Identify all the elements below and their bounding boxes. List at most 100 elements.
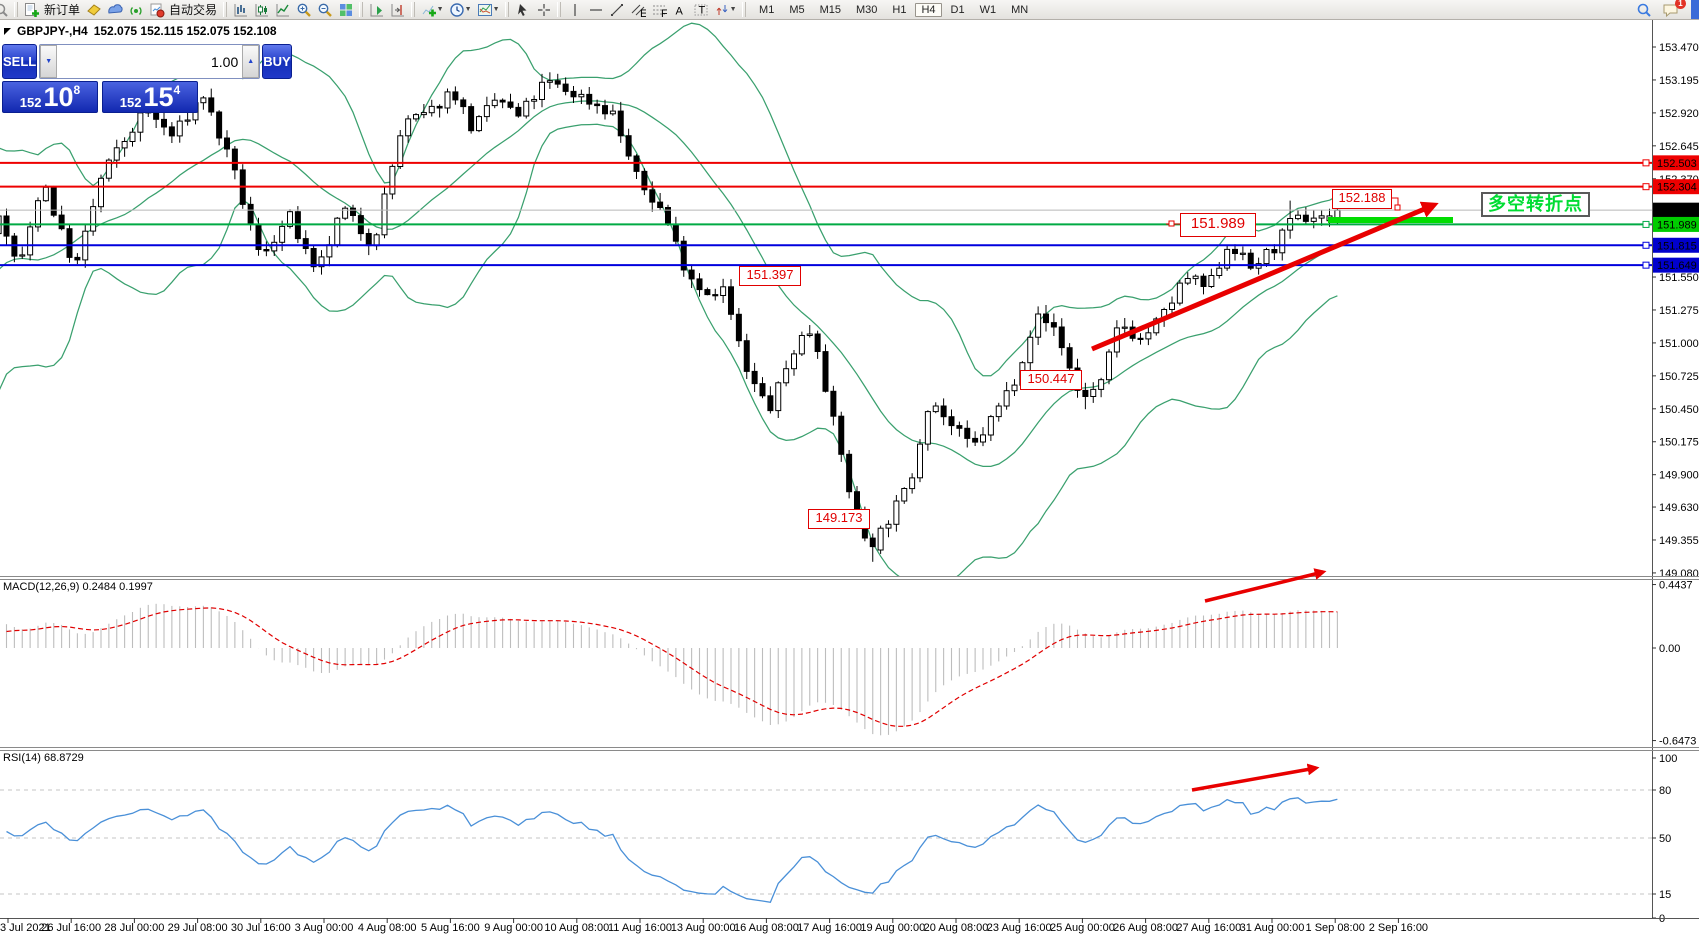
timeframe-mn[interactable]: MN	[1011, 3, 1029, 16]
timeframe-m5[interactable]: M5	[789, 3, 805, 16]
signals-icon[interactable]	[125, 1, 146, 18]
magnifier-partial-icon[interactable]	[0, 1, 11, 18]
indicators-icon	[422, 5, 436, 16]
sell-button[interactable]: SELL	[2, 44, 38, 79]
level-lines[interactable]	[0, 161, 1652, 267]
zoom-in-icon[interactable]	[293, 1, 314, 18]
text-icon[interactable]: A	[669, 1, 690, 18]
svg-text:149.355: 149.355	[1659, 535, 1699, 547]
svg-text:2 Sep 16:00: 2 Sep 16:00	[1369, 922, 1428, 934]
svg-text:152.304: 152.304	[1657, 182, 1697, 194]
timeframe-m1[interactable]: M1	[759, 3, 775, 16]
fibonacci-icon[interactable]: F	[648, 1, 669, 18]
timeframe-w1[interactable]: W1	[979, 3, 997, 16]
timeframe-toolbar: M1 M5 M15 M30 H1 H4 D1 W1 MN	[753, 2, 1034, 17]
rsi-label: RSI(14) 68.8729	[3, 752, 84, 764]
svg-text:5 Aug 16:00: 5 Aug 16:00	[421, 922, 480, 934]
auto-scroll-icon[interactable]	[366, 1, 387, 18]
macd-pane	[5, 603, 1338, 736]
sell-price-display[interactable]: 152 10 8	[2, 81, 98, 113]
svg-text:-0.6473: -0.6473	[1659, 736, 1696, 748]
toolbar-separator	[557, 2, 562, 17]
candlestick-chart-icon[interactable]	[251, 1, 272, 18]
svg-text:100: 100	[1659, 753, 1677, 765]
svg-text:9 Aug 00:00: 9 Aug 00:00	[484, 922, 543, 934]
vertical-line-icon[interactable]	[564, 1, 585, 18]
arrows-tool-button[interactable]: ▼	[711, 1, 739, 18]
timeframe-m15[interactable]: M15	[819, 3, 841, 16]
svg-text:1 Sep 08:00: 1 Sep 08:00	[1306, 922, 1365, 934]
svg-text:3 Aug 00:00: 3 Aug 00:00	[295, 922, 354, 934]
toolbar-separator	[505, 2, 510, 17]
navigator-icon[interactable]	[104, 1, 125, 18]
volume-decrease-button[interactable]: ▼	[40, 45, 58, 78]
quote-ohlc: 152.075 152.115 152.075 152.108	[93, 24, 277, 38]
label-icon[interactable]: T	[690, 1, 711, 18]
svg-text:151.649: 151.649	[1657, 260, 1697, 272]
svg-text:F: F	[661, 8, 667, 18]
svg-text:T: T	[698, 4, 705, 16]
trend-arrow	[1204, 568, 1327, 603]
svg-text:16 Aug 08:00: 16 Aug 08:00	[734, 922, 799, 934]
buy-button[interactable]: BUY	[262, 44, 292, 79]
rsi-pane	[0, 789, 1652, 904]
volume-increase-button[interactable]: ▲	[242, 45, 260, 78]
price-callout[interactable]: 152.188	[1332, 189, 1392, 209]
svg-text:25 Aug 00:00: 25 Aug 00:00	[1050, 922, 1115, 934]
svg-text:152.503: 152.503	[1657, 158, 1697, 170]
indicators-button[interactable]: ▼	[418, 1, 446, 18]
chevron-down-icon: ▼	[729, 6, 737, 13]
arrows-icon	[716, 4, 727, 15]
chart-shift-icon[interactable]	[387, 1, 408, 18]
volume-input[interactable]	[57, 45, 243, 78]
price-axis[interactable]: 153.470153.195152.920152.645152.370151.5…	[1642, 19, 1699, 925]
tile-windows-icon[interactable]	[335, 1, 356, 18]
svg-text:26 Jul 16:00: 26 Jul 16:00	[41, 922, 101, 934]
zoom-out-icon[interactable]	[314, 1, 335, 18]
channel-icon[interactable]: E	[627, 1, 648, 18]
svg-text:17 Aug 16:00: 17 Aug 16:00	[797, 922, 862, 934]
toolbar: 新订单 自动交易 ▼ ▼ ▼ E	[0, 0, 1699, 20]
timeframe-h1[interactable]: H1	[892, 3, 907, 16]
svg-text:151.550: 151.550	[1659, 272, 1699, 284]
buy-price-display[interactable]: 152 15 4	[102, 81, 198, 113]
candles	[0, 72, 1341, 562]
crosshair-icon[interactable]	[533, 1, 554, 18]
svg-text:13 Aug 00:00: 13 Aug 00:00	[671, 922, 736, 934]
window-edge-strip	[1691, 0, 1699, 19]
periods-button[interactable]: ▼	[446, 1, 474, 18]
svg-text:23 Aug 16:00: 23 Aug 16:00	[987, 922, 1052, 934]
market-watch-icon[interactable]	[83, 1, 104, 18]
price-callout[interactable]: 150.447	[1020, 370, 1082, 390]
svg-text:31 Aug 00:00: 31 Aug 00:00	[1240, 922, 1305, 934]
svg-text:150.175: 150.175	[1659, 437, 1699, 449]
svg-text:3 Jul 2021: 3 Jul 2021	[0, 922, 51, 934]
trendline-icon[interactable]	[606, 1, 627, 18]
chat-icon[interactable]: 1	[1660, 0, 1686, 18]
chevron-down-icon: ▼	[464, 6, 472, 13]
svg-text:0.00: 0.00	[1659, 643, 1680, 655]
price-callout[interactable]: 151.397	[739, 266, 801, 286]
new-order-icon	[25, 2, 39, 17]
price-callout[interactable]: 151.989	[1180, 213, 1256, 237]
symbol-marker-icon	[4, 27, 11, 35]
svg-text:149.080: 149.080	[1659, 568, 1699, 580]
new-order-button[interactable]: 新订单	[21, 1, 83, 18]
horizontal-line-icon[interactable]	[585, 1, 606, 18]
line-chart-icon[interactable]	[272, 1, 293, 18]
svg-text:152.108: 152.108	[1657, 205, 1697, 217]
timeframe-d1[interactable]: D1	[950, 3, 965, 16]
autotrading-button[interactable]: 自动交易	[146, 1, 220, 18]
cursor-icon[interactable]	[512, 1, 533, 18]
price-callout[interactable]: 149.173	[808, 509, 870, 529]
turning-point-label[interactable]: 多空转折点	[1481, 192, 1590, 217]
autotrading-icon	[150, 3, 165, 17]
bar-chart-icon[interactable]	[230, 1, 251, 18]
search-icon[interactable]	[1633, 1, 1654, 18]
timeframe-h4[interactable]: H4	[915, 2, 942, 17]
svg-text:10 Aug 08:00: 10 Aug 08:00	[544, 922, 609, 934]
templates-button[interactable]: ▼	[474, 1, 502, 18]
timeframe-m30[interactable]: M30	[856, 3, 878, 16]
